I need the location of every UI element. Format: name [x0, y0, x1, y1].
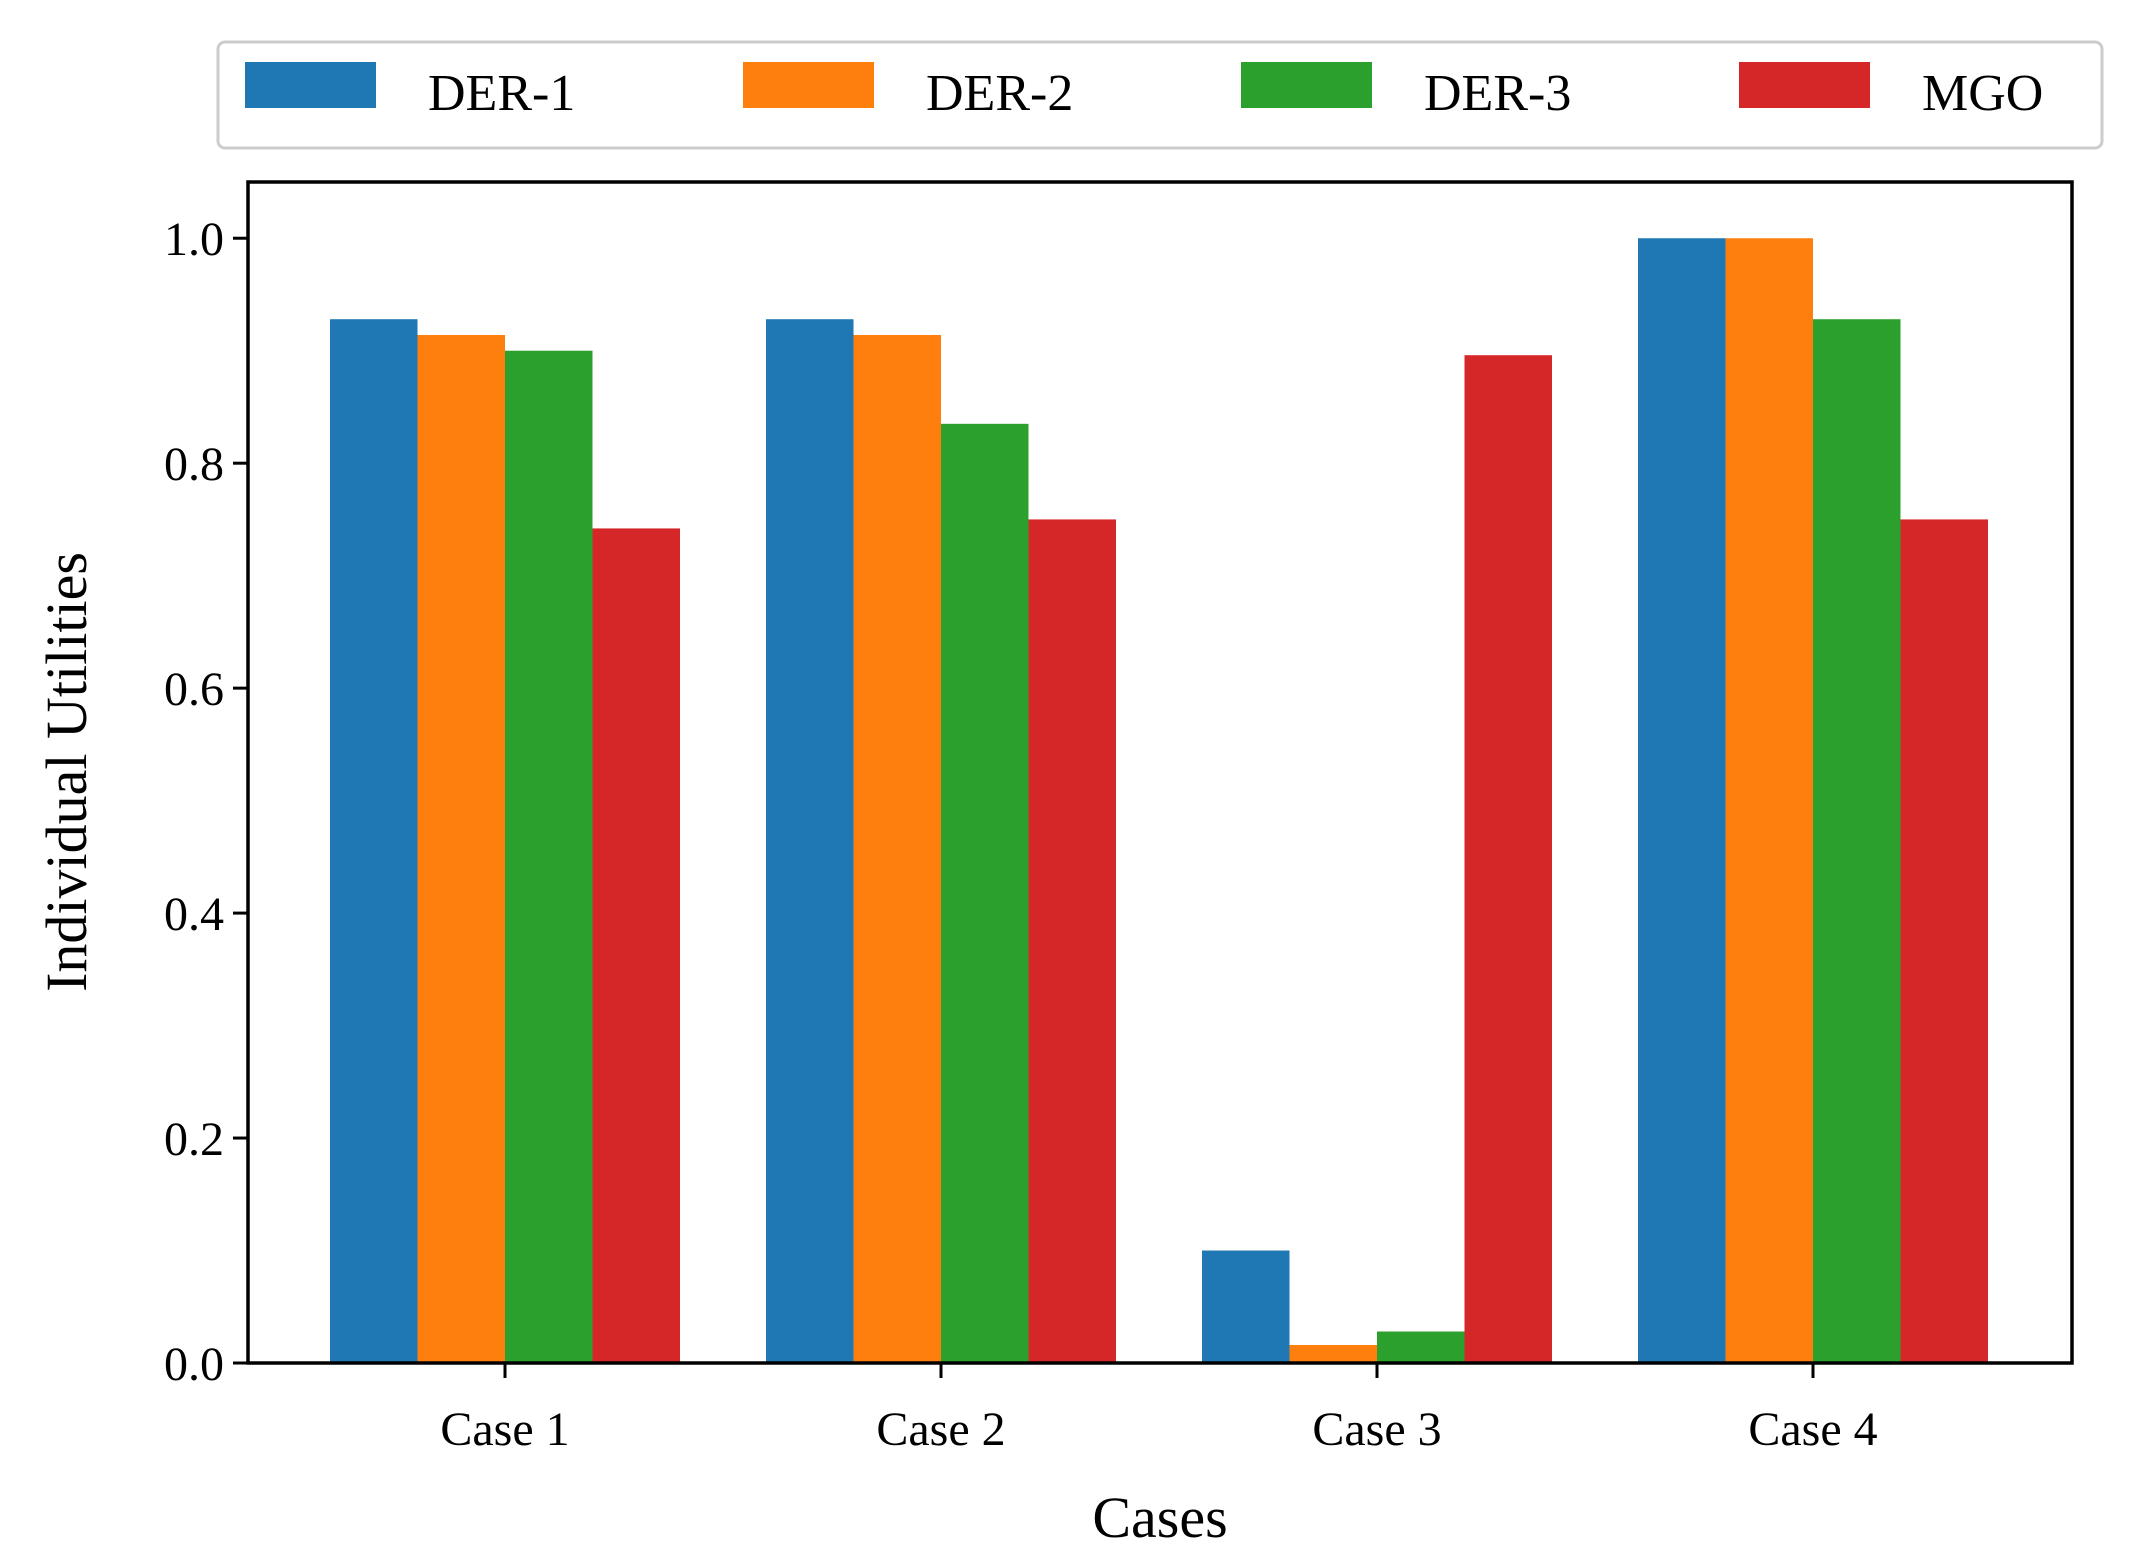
bars — [330, 238, 1988, 1364]
y-tick-label-0-4: 0.4 — [164, 888, 224, 941]
x-tick-label-case-3: Case 3 — [1312, 1403, 1441, 1456]
legend-entry-der-3: DER-3 — [1241, 62, 1571, 122]
bar-mgo-case-3 — [1464, 355, 1552, 1364]
bar-der-3-case-2 — [941, 423, 1029, 1363]
legend-label-der-2: DER-2 — [926, 65, 1073, 122]
x-axis-title: Cases — [1092, 1485, 1227, 1550]
bar-der-1-case-4 — [1638, 238, 1726, 1364]
legend-frame — [216, 40, 2104, 150]
y-tick-label-0-6: 0.6 — [164, 663, 224, 716]
x-axis-ticks: Case 1 Case 2 Case 3 Case 4 — [440, 1363, 1878, 1456]
bar-der-2-case-4 — [1725, 238, 1813, 1364]
bar-der-1-case-3 — [1202, 1250, 1290, 1363]
legend-label-der-3: DER-3 — [1424, 65, 1571, 122]
x-tick-label-case-1: Case 1 — [440, 1403, 569, 1456]
bar-mgo-case-1 — [592, 528, 680, 1363]
legend-label-mgo: MGO — [1922, 65, 2043, 122]
legend-entry-der-2: DER-2 — [743, 62, 1073, 122]
bar-der-3-case-1 — [505, 350, 593, 1364]
legend-entry-mgo: MGO — [1739, 62, 2043, 122]
legend-swatch-der-1 — [245, 62, 376, 108]
legend-swatch-der-2 — [743, 62, 874, 108]
bar-der-2-case-3 — [1289, 1345, 1377, 1363]
y-axis-title: Individual Utilities — [34, 552, 99, 992]
legend-swatch-mgo — [1739, 62, 1870, 108]
bar-der-3-case-3 — [1377, 1331, 1465, 1363]
legend: DER-1 DER-2 DER-3 MGO — [216, 40, 2104, 150]
y-tick-label-0-0: 0.0 — [164, 1338, 224, 1391]
bar-der-2-case-2 — [853, 334, 941, 1364]
legend-swatch-der-3 — [1241, 62, 1372, 108]
y-tick-label-0-8: 0.8 — [164, 438, 224, 491]
x-tick-label-case-2: Case 2 — [876, 1403, 1005, 1456]
bar-der-1-case-1 — [330, 319, 418, 1364]
bar-der-2-case-1 — [417, 334, 505, 1364]
legend-entry-der-1: DER-1 — [245, 62, 575, 122]
y-tick-label-1-0: 1.0 — [164, 213, 224, 266]
x-tick-label-case-4: Case 4 — [1748, 1403, 1877, 1456]
bar-der-1-case-2 — [766, 319, 854, 1364]
y-tick-label-0-2: 0.2 — [164, 1113, 224, 1166]
bar-der-3-case-4 — [1813, 319, 1901, 1364]
bar-mgo-case-2 — [1028, 519, 1116, 1363]
bar-mgo-case-4 — [1900, 519, 1988, 1363]
y-axis-ticks: 0.0 0.2 0.4 0.6 0.8 1.0 — [164, 213, 248, 1391]
legend-label-der-1: DER-1 — [428, 65, 575, 122]
plot-frame — [246, 180, 2074, 1365]
